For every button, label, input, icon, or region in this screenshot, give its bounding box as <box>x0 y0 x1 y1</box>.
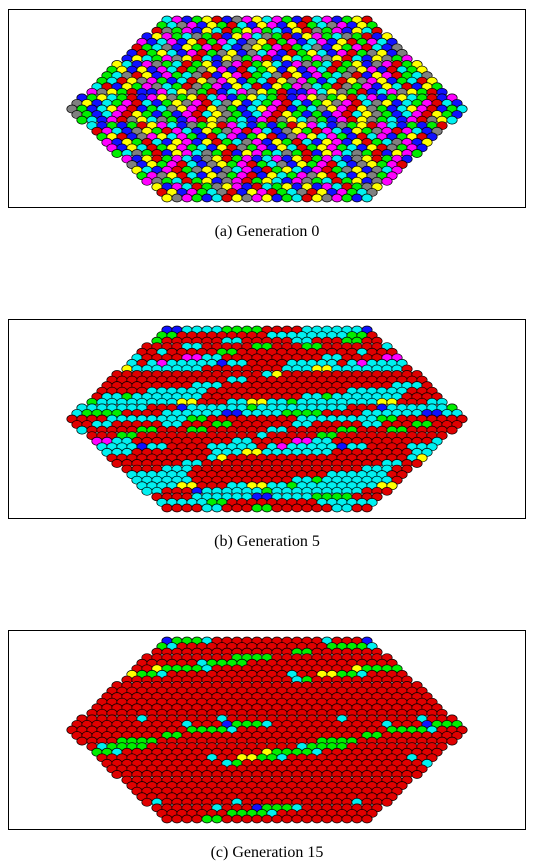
cell-group-b <box>66 325 468 513</box>
cell <box>411 149 423 158</box>
figure-a-caption: (a) Generation 0 <box>214 223 320 240</box>
cell <box>76 736 88 746</box>
cell <box>321 503 333 513</box>
cell <box>291 814 303 824</box>
cell <box>171 503 183 513</box>
cell <box>301 503 313 513</box>
hexagonal-grid-generation-5 <box>66 325 468 513</box>
cell <box>311 503 323 513</box>
cell <box>141 176 153 186</box>
cell <box>161 814 173 824</box>
cell <box>221 193 233 203</box>
cell <box>141 797 153 807</box>
cell <box>281 193 293 203</box>
cell <box>221 814 233 824</box>
cell <box>341 503 353 513</box>
cell <box>161 503 173 513</box>
hexagonal-grid-generation-15 <box>66 636 468 824</box>
cell <box>111 459 123 468</box>
cell <box>171 814 183 824</box>
cell <box>111 149 123 158</box>
cell <box>361 503 373 513</box>
cell <box>446 425 458 435</box>
cell <box>261 193 273 203</box>
cell <box>161 193 173 203</box>
cell <box>301 193 313 203</box>
cell <box>201 814 213 824</box>
cell <box>241 503 253 513</box>
cell <box>181 814 193 824</box>
cell <box>111 770 123 779</box>
cell <box>201 193 213 203</box>
cell <box>331 503 343 513</box>
cell <box>271 193 283 203</box>
cell <box>446 736 458 746</box>
cell <box>381 486 393 496</box>
cell <box>361 814 373 824</box>
cell-group-c <box>66 636 468 824</box>
cell <box>321 193 333 203</box>
hexagonal-grid-generation-0 <box>66 15 468 203</box>
cell <box>281 503 293 513</box>
cell <box>301 814 313 824</box>
cell <box>311 193 323 203</box>
cell <box>251 814 263 824</box>
cell-group-a <box>66 15 468 203</box>
cell <box>191 503 203 513</box>
cell <box>271 814 283 824</box>
figure-c-caption: (c) Generation 15 <box>210 844 324 861</box>
figure-b-panel <box>8 319 526 519</box>
cell <box>76 115 88 125</box>
cell <box>341 814 353 824</box>
cell <box>251 503 263 513</box>
cell <box>191 193 203 203</box>
cell <box>171 193 183 203</box>
cell <box>241 193 253 203</box>
cell <box>361 193 373 203</box>
cell <box>311 814 323 824</box>
cell <box>201 503 213 513</box>
cell <box>221 503 233 513</box>
cell <box>381 797 393 807</box>
cell <box>261 503 273 513</box>
cell <box>351 503 363 513</box>
cell <box>271 503 283 513</box>
cell <box>211 503 223 513</box>
cell <box>381 176 393 186</box>
cell <box>331 814 343 824</box>
cell <box>446 115 458 125</box>
cell <box>411 770 423 779</box>
cell <box>261 814 273 824</box>
cell <box>76 425 88 435</box>
cell <box>181 503 193 513</box>
cell <box>291 503 303 513</box>
figure-c-panel <box>8 630 526 830</box>
cell <box>211 193 223 203</box>
cell <box>351 814 363 824</box>
cell <box>281 814 293 824</box>
cell <box>211 814 223 824</box>
cell <box>231 814 243 824</box>
cell <box>341 193 353 203</box>
cell <box>321 814 333 824</box>
cell <box>331 193 343 203</box>
cell <box>231 503 243 513</box>
figure-a-panel <box>8 9 526 208</box>
cell <box>291 193 303 203</box>
cell <box>251 193 263 203</box>
cell <box>411 459 423 468</box>
figure-b-caption: (b) Generation 5 <box>214 533 320 550</box>
cell <box>231 193 243 203</box>
cell <box>191 814 203 824</box>
cell <box>141 486 153 496</box>
cell <box>351 193 363 203</box>
cell <box>241 814 253 824</box>
cell <box>181 193 193 203</box>
